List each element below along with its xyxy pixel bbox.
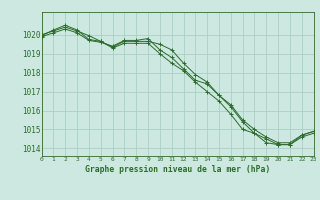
X-axis label: Graphe pression niveau de la mer (hPa): Graphe pression niveau de la mer (hPa): [85, 165, 270, 174]
